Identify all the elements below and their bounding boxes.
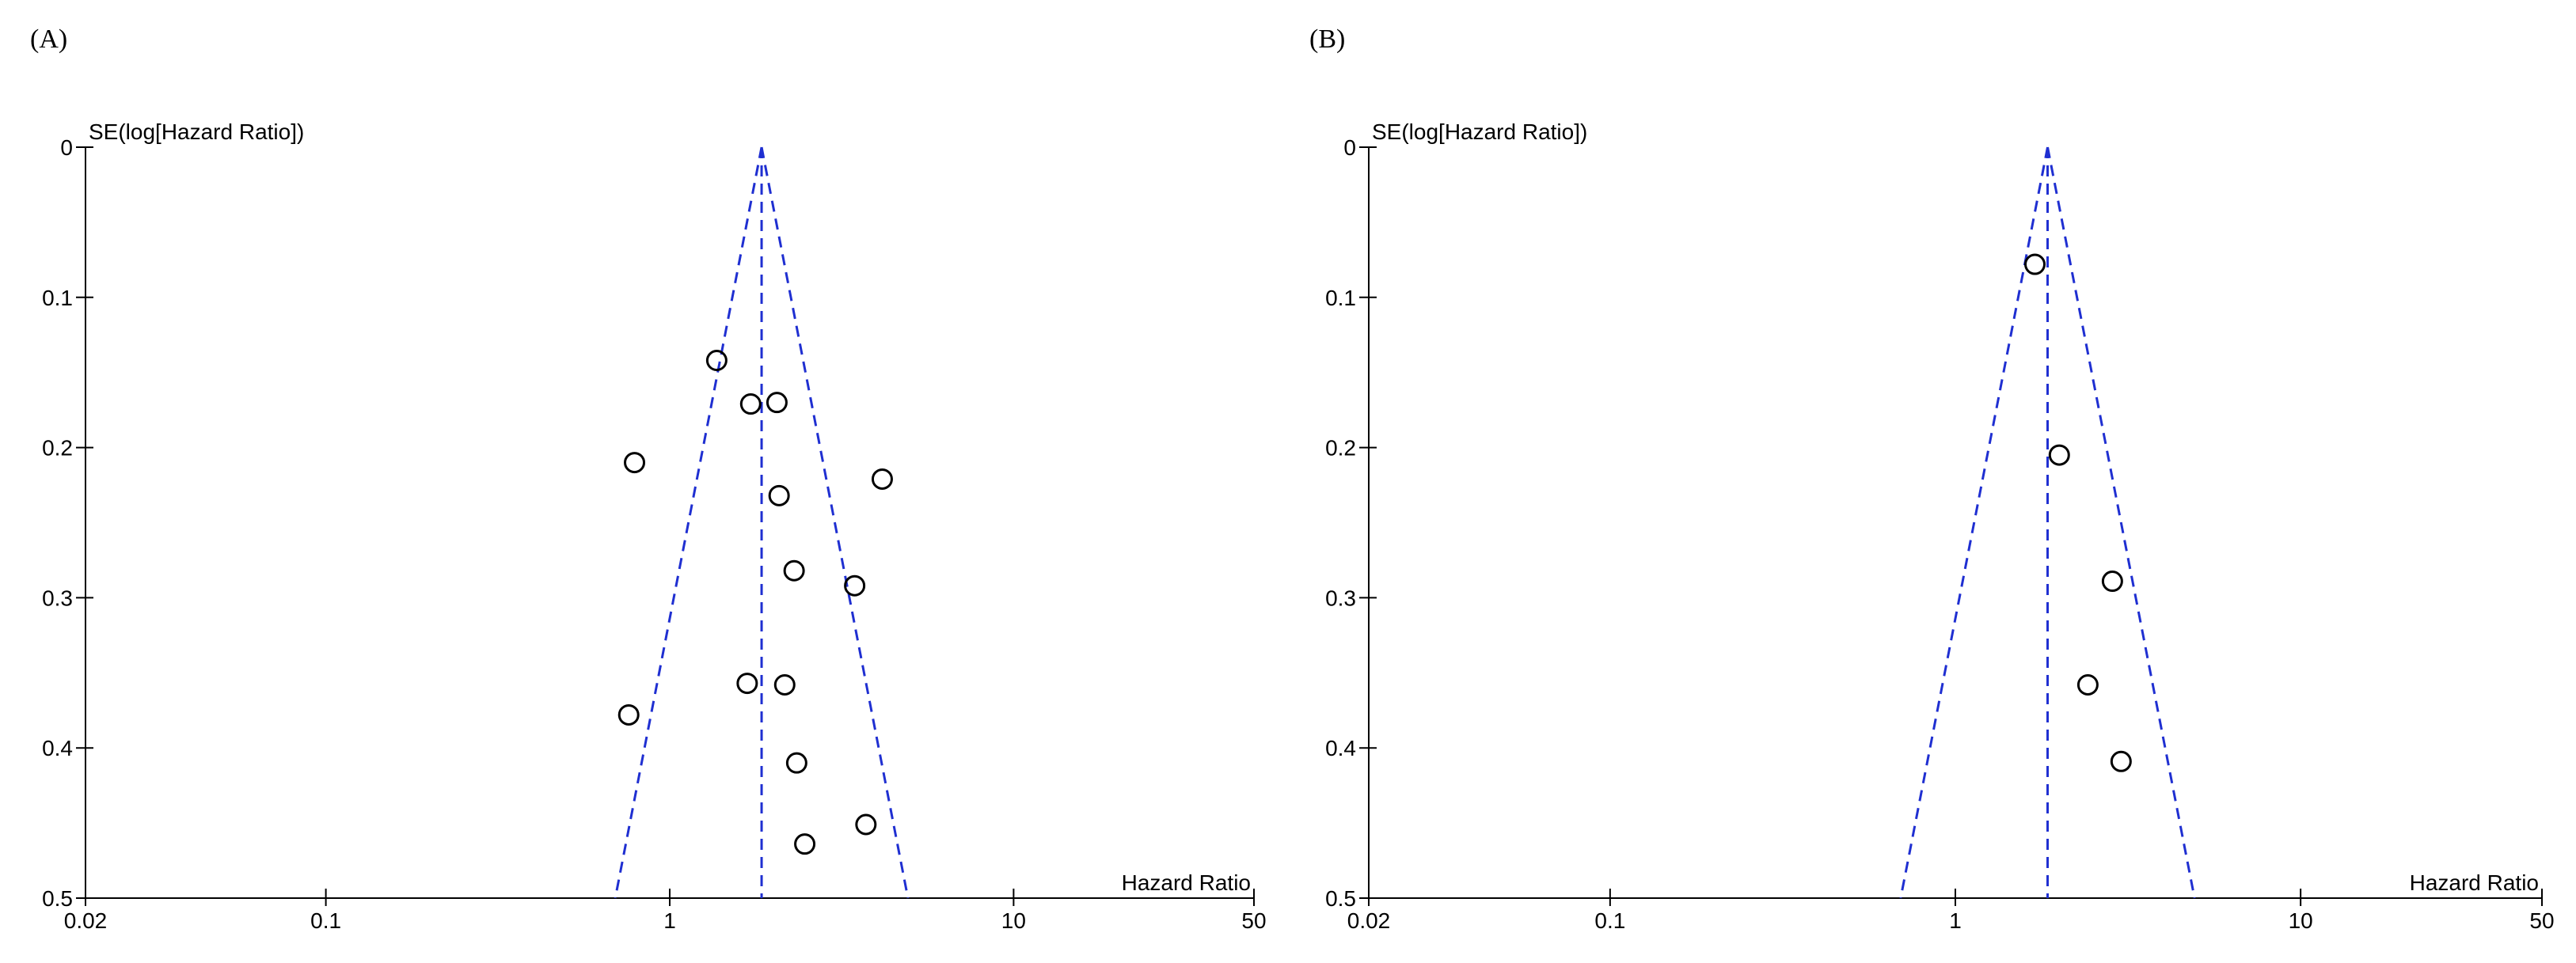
study-point xyxy=(766,392,788,414)
x-axis-title: Hazard Ratio xyxy=(1122,870,1251,895)
y-tick-label: 0 xyxy=(60,135,73,160)
x-tick-label: 1 xyxy=(1949,908,1962,933)
study-point xyxy=(624,452,646,474)
x-tick-label: 50 xyxy=(2529,908,2554,933)
study-point xyxy=(739,393,762,415)
y-tick-label: 0.5 xyxy=(42,886,73,911)
study-point xyxy=(773,673,796,696)
x-tick-label: 0.1 xyxy=(1594,908,1625,933)
study-point xyxy=(2110,750,2132,772)
study-point xyxy=(871,468,893,490)
x-axis-title: Hazard Ratio xyxy=(2410,870,2539,895)
y-tick-label: 0.4 xyxy=(1325,736,1356,760)
y-axis-title: SE(log[Hazard Ratio]) xyxy=(89,119,304,144)
y-tick-label: 0.3 xyxy=(1325,586,1356,610)
study-point xyxy=(617,703,640,726)
x-tick-label: 0.02 xyxy=(64,908,108,933)
study-point xyxy=(705,350,728,372)
funnel-plot-panel-b: (B) SE(log[Hazard Ratio]) Hazard Ratio 0… xyxy=(1309,25,2555,933)
study-point xyxy=(844,574,866,597)
study-point xyxy=(2048,444,2070,466)
y-tick-label: 0.2 xyxy=(1325,436,1356,461)
x-tick-label: 0.02 xyxy=(1347,908,1391,933)
funnel-left-line xyxy=(614,146,763,899)
y-tick-label: 0.4 xyxy=(42,736,73,760)
y-tick-label: 0.1 xyxy=(42,286,73,310)
study-point xyxy=(783,559,805,582)
study-point xyxy=(736,673,758,695)
funnel-right-line xyxy=(2046,146,2196,899)
funnel-plot-panel-a: (A) SE(log[Hazard Ratio]) Hazard Ratio 0… xyxy=(30,25,1267,933)
x-tick-label: 0.1 xyxy=(310,908,341,933)
funnel-right-line xyxy=(760,146,910,899)
panel-label: (A) xyxy=(30,25,67,54)
y-tick-label: 0.5 xyxy=(1325,886,1356,911)
x-tick-label: 10 xyxy=(1001,908,1026,933)
study-point xyxy=(785,752,807,774)
x-tick-label: 10 xyxy=(2289,908,2313,933)
study-point xyxy=(768,484,790,506)
study-point xyxy=(2024,253,2046,275)
y-tick-label: 0.1 xyxy=(1325,286,1356,310)
study-point xyxy=(2101,571,2123,593)
x-tick-label: 50 xyxy=(1241,908,1266,933)
study-point xyxy=(2076,673,2099,696)
y-tick-label: 0 xyxy=(1343,135,1356,160)
x-tick-label: 1 xyxy=(663,908,676,933)
y-tick-label: 0.2 xyxy=(42,436,73,461)
study-point xyxy=(794,833,816,855)
funnel-left-line xyxy=(1899,146,2049,899)
panel-label: (B) xyxy=(1309,25,1345,54)
study-point xyxy=(855,813,877,836)
y-tick-label: 0.3 xyxy=(42,586,73,610)
y-axis-title: SE(log[Hazard Ratio]) xyxy=(1372,119,1587,144)
